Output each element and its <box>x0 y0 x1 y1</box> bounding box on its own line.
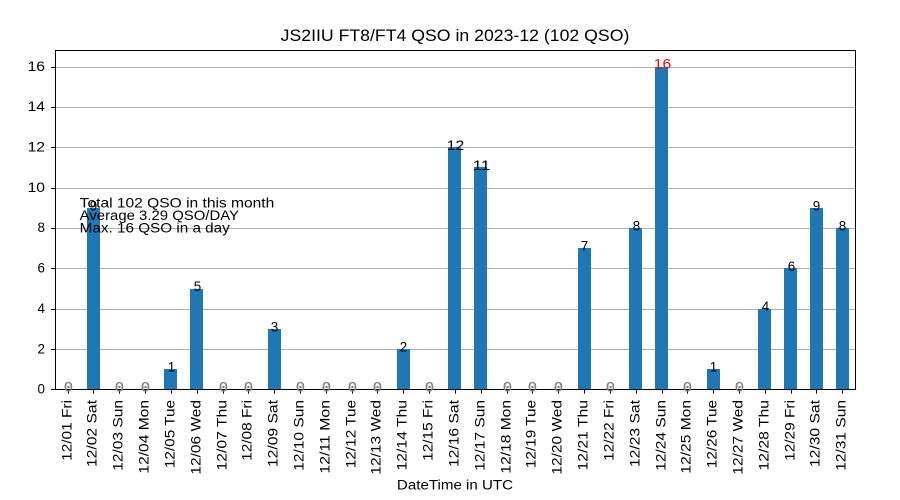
svg-text:12/06 Wed: 12/06 Wed <box>188 400 204 475</box>
svg-text:12/31 Sun: 12/31 Sun <box>833 400 849 471</box>
svg-text:6: 6 <box>38 261 45 276</box>
svg-text:8: 8 <box>633 218 640 233</box>
svg-text:4: 4 <box>762 299 770 314</box>
svg-text:12/25 Mon: 12/25 Mon <box>678 400 694 474</box>
svg-text:7: 7 <box>581 239 588 254</box>
svg-text:2: 2 <box>400 340 407 355</box>
svg-text:5: 5 <box>194 279 201 294</box>
svg-text:8: 8 <box>38 220 45 235</box>
svg-text:2: 2 <box>38 341 45 356</box>
svg-text:12: 12 <box>447 138 464 153</box>
svg-text:12/20 Wed: 12/20 Wed <box>549 400 565 475</box>
svg-text:Total 102 QSO in this month: Total 102 QSO in this month <box>80 195 275 211</box>
svg-text:12/04 Mon: 12/04 Mon <box>136 400 152 474</box>
svg-text:11: 11 <box>473 158 490 173</box>
svg-text:4: 4 <box>38 301 46 316</box>
svg-text:DateTime in UTC: DateTime in UTC <box>397 477 513 493</box>
svg-text:12/03 Sun: 12/03 Sun <box>110 400 126 471</box>
svg-text:12/08 Fri: 12/08 Fri <box>239 400 255 461</box>
svg-text:10: 10 <box>28 180 45 195</box>
svg-text:12/12 Tue: 12/12 Tue <box>343 400 359 468</box>
svg-text:12/26 Tue: 12/26 Tue <box>704 400 720 468</box>
svg-text:12/19 Tue: 12/19 Tue <box>523 400 539 468</box>
svg-text:Max. 16 QSO in a day: Max. 16 QSO in a day <box>80 220 230 236</box>
svg-text:12/30 Sat: 12/30 Sat <box>807 400 823 467</box>
svg-text:9: 9 <box>813 198 820 213</box>
svg-text:12/18 Mon: 12/18 Mon <box>498 400 514 474</box>
svg-text:12/09 Sat: 12/09 Sat <box>265 400 281 467</box>
svg-text:12/27 Wed: 12/27 Wed <box>730 400 746 475</box>
svg-text:12/24 Sun: 12/24 Sun <box>653 400 669 471</box>
svg-text:12/22 Fri: 12/22 Fri <box>601 400 617 461</box>
svg-text:12/23 Sat: 12/23 Sat <box>627 400 643 467</box>
svg-text:JS2IIU FT8/FT4 QSO in 2023-12: JS2IIU FT8/FT4 QSO in 2023-12 (102 QSO) <box>281 26 630 45</box>
svg-text:12/07 Thu: 12/07 Thu <box>214 400 230 471</box>
svg-text:12/21 Thu: 12/21 Thu <box>575 400 591 471</box>
svg-text:16: 16 <box>28 59 45 74</box>
svg-text:12: 12 <box>28 139 45 154</box>
svg-text:12/02 Sat: 12/02 Sat <box>84 400 100 467</box>
svg-text:1: 1 <box>710 360 717 375</box>
svg-text:Average 3.29 QSO/DAY: Average 3.29 QSO/DAY <box>80 207 239 223</box>
svg-text:12/15 Fri: 12/15 Fri <box>420 400 436 461</box>
svg-text:9: 9 <box>90 198 97 213</box>
svg-text:12/17 Sun: 12/17 Sun <box>472 400 488 471</box>
svg-text:12/11 Mon: 12/11 Mon <box>317 400 333 474</box>
svg-text:1: 1 <box>168 360 175 375</box>
svg-text:8: 8 <box>839 218 846 233</box>
svg-text:12/29 Fri: 12/29 Fri <box>782 400 798 461</box>
svg-text:12/01 Fri: 12/01 Fri <box>59 400 75 461</box>
svg-text:12/14 Thu: 12/14 Thu <box>394 400 410 471</box>
svg-text:12/10 Sun: 12/10 Sun <box>291 400 307 471</box>
svg-text:0: 0 <box>38 382 45 397</box>
svg-text:16: 16 <box>654 56 671 71</box>
svg-text:6: 6 <box>788 259 795 274</box>
svg-text:3: 3 <box>271 319 278 334</box>
svg-text:12/05 Tue: 12/05 Tue <box>162 400 178 468</box>
svg-text:12/16 Sat: 12/16 Sat <box>446 400 462 467</box>
svg-text:12/13 Wed: 12/13 Wed <box>368 400 384 475</box>
svg-text:12/28 Thu: 12/28 Thu <box>756 400 772 471</box>
svg-text:14: 14 <box>28 99 46 114</box>
